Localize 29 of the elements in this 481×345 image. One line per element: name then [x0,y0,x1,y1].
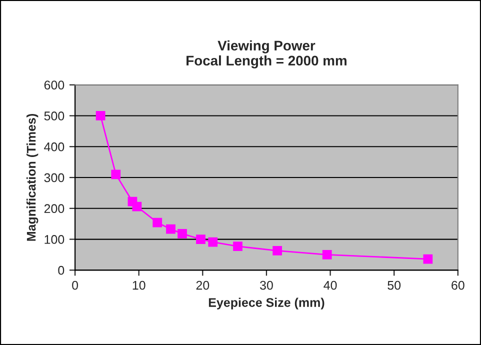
x-tick-label: 20 [196,280,210,290]
point [322,250,332,260]
x-tick-label: 10 [132,280,146,290]
point [152,218,162,228]
x-tick-label: 60 [452,280,464,290]
x-tick-label: 30 [260,280,273,290]
point [196,234,206,244]
point [178,229,187,238]
y-tick-label: 200 [44,204,64,214]
y-tick-label: 300 [44,173,64,182]
point [423,254,433,264]
y-tick-label: 0 [58,266,64,275]
chart-title: Viewing Power Focal Length = 2000 mm [186,40,346,68]
y-tick-label: 400 [44,142,64,152]
point [272,246,282,256]
point [233,242,242,252]
point [96,111,106,120]
x-tick-label: 0 [72,280,78,290]
y-tick-label: 100 [44,235,64,244]
point [132,202,142,212]
point [208,237,218,247]
x-tick-label: 40 [324,280,337,290]
y-tick-label: 500 [44,112,64,120]
x-axis-title: Eyepiece Size (mm) [208,298,324,310]
x-tick-label: 50 [388,280,401,290]
y-axis-title: Magnification (Times) [26,114,38,241]
point [166,224,176,234]
y-tick-label: 600 [44,80,64,90]
point [111,170,121,180]
